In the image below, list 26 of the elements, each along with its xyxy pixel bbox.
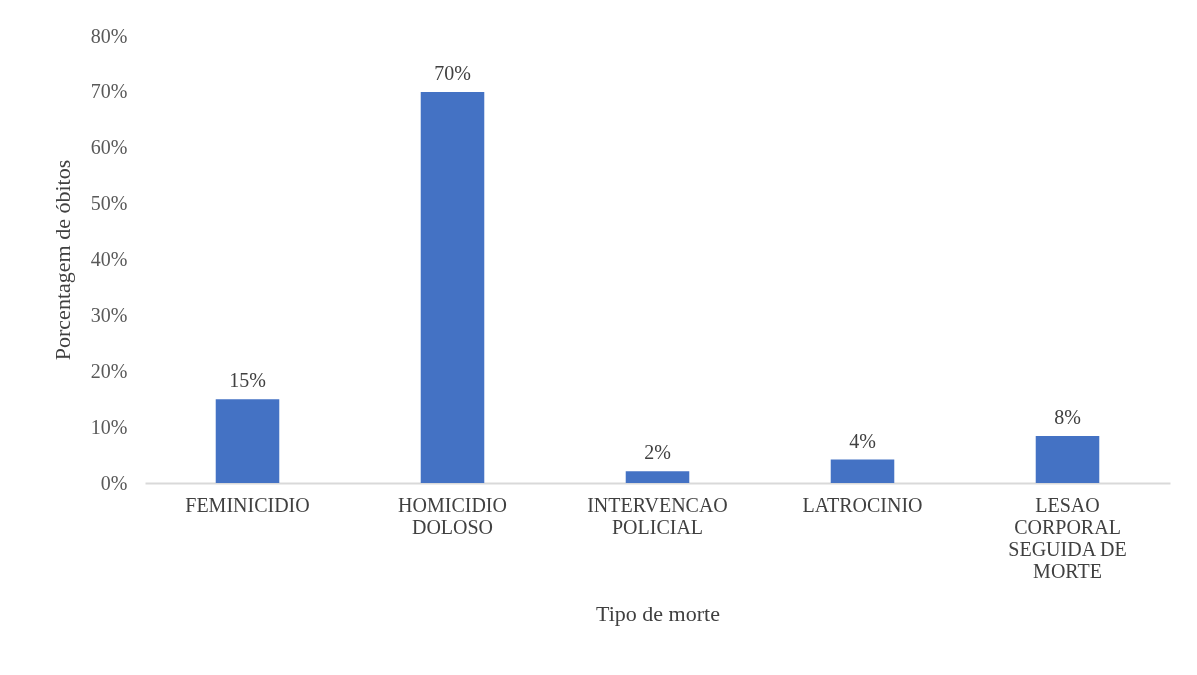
x-axis-title: Tipo de morte [596, 600, 720, 626]
y-tick-label: 40% [90, 248, 128, 270]
y-tick-label: 70% [90, 80, 128, 103]
y-tick-label: 20% [90, 359, 128, 382]
bar [215, 399, 280, 483]
y-tick-label: 80% [90, 24, 128, 47]
data-label: 70% [434, 61, 471, 84]
bar [420, 91, 485, 483]
y-tick-label: 0% [100, 471, 128, 494]
y-tick-label: 30% [90, 303, 128, 326]
y-tick-label: 10% [90, 415, 128, 438]
y-axis-title: Porcentagem de óbitos [49, 159, 75, 361]
bar [1035, 436, 1100, 483]
x-tick-label: INTERVENCAO POLICIAL [587, 493, 728, 538]
x-tick-label: LESAO CORPORAL SEGUIDA DE MORTE [1008, 493, 1127, 582]
y-tick-label: 50% [90, 192, 128, 215]
data-label: 2% [644, 441, 671, 464]
x-tick-label: FEMINICIDIO [185, 493, 310, 516]
x-tick-label: HOMICIDIO DOLOSO [398, 493, 507, 538]
bar [625, 471, 690, 483]
data-label: 4% [849, 429, 876, 452]
bar [830, 459, 895, 483]
y-tick-label: 60% [90, 136, 128, 159]
x-tick-label: LATROCINIO [802, 493, 923, 516]
data-label: 15% [229, 369, 266, 392]
data-label: 8% [1054, 406, 1081, 429]
